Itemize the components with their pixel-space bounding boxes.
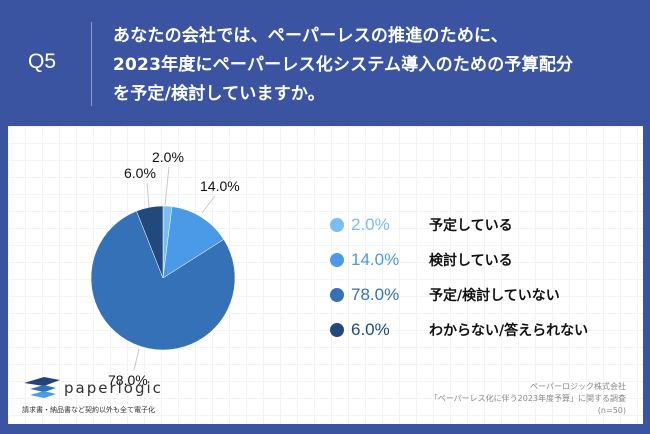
pie-label-2pct: 2.0% [152,149,184,165]
leader-line-6pct [146,182,150,208]
legend-label: わからない/答えられない [429,322,589,339]
pie-slice [162,206,225,279]
legend-label: 予定している [429,217,513,234]
paperlogic-logo: paperlogic 請求書・納品書など契約以外も全て電子化 [22,375,161,414]
legend-value: 78.0% [351,284,400,304]
question-id: Q5 [28,50,57,73]
question-text: あなたの会社では、ペーパーレスの推進のために、 2023年度にペーパーレス化シス… [113,22,573,109]
source-note: ペーパーロジック株式会社 「ペーパーレス化に伴う2023年度予算」に関する調査 … [430,381,626,417]
pie-slice [90,210,236,351]
source-survey: 「ペーパーレス化に伴う2023年度予算」に関する調査 [429,394,626,403]
question-line-2: 2023年度にペーパーレス化システム導入のための予算配分 [113,55,574,75]
legend-dot [330,252,344,267]
legend-dot [330,287,344,302]
source-company: ペーパーロジック株式会社 [530,382,626,391]
legend-label: 予定/検討していない [429,287,560,304]
paperlogic-logo-icon [24,377,60,398]
pie-slices [90,205,236,351]
legend-value: 2.0% [351,214,390,234]
pie-label-78pct: 78.0% [108,372,148,388]
leader-line-78pct [133,348,140,371]
legend-item: 2.0% 予定している [330,207,588,242]
legend-item: 6.0% わからない/答えられない [330,312,588,347]
legend-item: 78.0% 予定/検討していない [330,277,588,312]
legend-value: 6.0% [351,319,390,339]
question-line-1: あなたの会社では、ペーパーレスの推進のために、 [113,26,508,46]
legend-value: 14.0% [351,249,400,269]
header-divider [91,22,92,106]
leader-line-14pct [201,195,216,214]
pie-slice [136,205,164,279]
logo-tagline: 請求書・納品書など契約以外も全て電子化 [22,406,155,414]
legend-label: 検討している [429,252,513,269]
pie-label-6pct: 6.0% [124,165,156,181]
question-line-3: を予定/検討していますか。 [113,84,325,104]
pie-label-14pct: 14.0% [200,178,240,194]
question-header: Q5 あなたの会社では、ペーパーレスの推進のために、 2023年度にペーパーレス… [0,0,650,126]
chart-legend: 2.0% 予定している 14.0% 検討している 78.0% 予定/検討していな… [330,207,588,347]
chart-panel [8,126,643,424]
logo-wordmark: paperlogic [64,379,163,397]
legend-dot [330,217,344,232]
source-sample: (n=50) [597,406,626,415]
legend-item: 14.0% 検討している [330,242,588,277]
leader-line-2pct [164,166,170,206]
legend-dot [330,322,344,337]
